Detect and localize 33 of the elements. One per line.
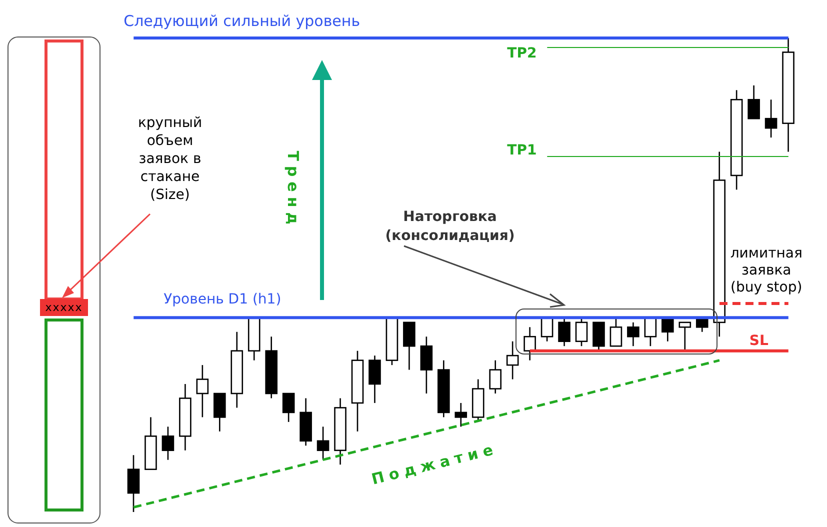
candlestick: [162, 426, 174, 461]
candlestick: [558, 317, 570, 347]
ref-line-label: Уровень D1 (h1): [164, 292, 282, 308]
candlestick: [489, 360, 502, 394]
candlestick: [368, 354, 381, 404]
text: xxxxx: [40, 299, 88, 316]
candlestick: [403, 322, 416, 370]
candlestick: [420, 336, 433, 394]
candlestick: [610, 317, 622, 347]
ref-line-label: Следующий сильный уровень: [124, 12, 360, 30]
ref-line-label: лимитная заявка (buy stop): [730, 245, 802, 296]
candlestick: [524, 326, 536, 361]
ref-line-label: SL: [749, 332, 768, 349]
candlestick: [454, 402, 468, 428]
candlestick: [764, 98, 778, 138]
ref-line-label: TP1: [507, 142, 537, 158]
candlestick: [196, 364, 209, 418]
annotation: крупный объем заявок в стакане (Size): [136, 114, 204, 204]
candlestick: [627, 322, 640, 347]
candlestick: [540, 317, 554, 342]
candlestick: [644, 317, 657, 347]
ref-line-label: TP2: [507, 45, 537, 62]
candlestick: [678, 322, 692, 352]
candlestick: [282, 392, 295, 423]
candlestick: [592, 322, 605, 352]
annotation: Наторговка (консолидация): [384, 208, 516, 246]
annotation: Тренд: [284, 150, 302, 230]
candlestick: [214, 392, 226, 432]
candlestick: [127, 454, 140, 512]
candlestick: [748, 84, 760, 120]
candlestick: [506, 340, 519, 380]
candlestick: [575, 317, 588, 347]
candlestick: [316, 426, 330, 461]
